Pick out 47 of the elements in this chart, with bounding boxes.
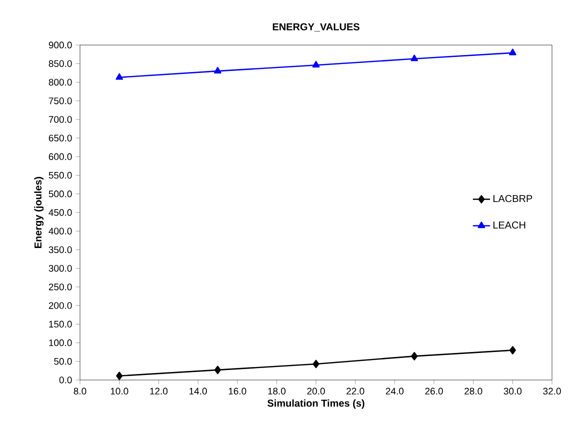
x-tick-label: 28.0 [464,388,482,395]
x-tick-label: 26.0 [425,388,443,395]
y-tick-label: 400.0 [48,228,72,234]
y-axis-title: Energy (joules) [34,176,44,248]
x-tick-label: 12.0 [150,388,168,395]
y-tick-label: 700.0 [48,116,72,123]
y-tick-label: 350.0 [48,246,72,254]
point [312,60,320,68]
y-tick-label: 250.0 [48,284,72,290]
x-tick-label: 30.0 [504,388,522,395]
point [410,54,418,62]
y-tick-label: 300.0 [48,264,72,272]
x-tick-label: 16.0 [228,388,246,395]
y-tick-label: 150.0 [49,320,72,328]
y-tick-label: 750.0 [48,97,72,104]
point [312,360,320,368]
y-tick-label: 600.0 [48,153,72,160]
y-tick-label: 50.0 [54,358,72,365]
point [509,346,516,354]
legend-label: LACBRP [493,195,532,202]
x-tick-label: 32.0 [543,388,561,395]
point [116,73,124,80]
y-tick-label: 850.0 [48,60,72,67]
y-tick-label: 200.0 [48,302,72,309]
y-tick-label: 500.0 [48,190,72,198]
x-tick-label: 18.0 [268,388,286,395]
y-tick-label: 450.0 [48,209,72,216]
y-tick-label: 100.0 [49,339,72,346]
point [508,48,516,56]
chart-title: ENERGY_VALUES [272,23,360,32]
y-tick-label: 650.0 [48,134,72,142]
y-tick-label: 800.0 [48,78,72,86]
x-tick-label: 10.0 [110,388,128,395]
point [116,372,123,380]
x-tick-label: 24.0 [386,388,404,395]
point [214,66,222,74]
point [411,352,418,360]
x-tick-label: 14.0 [189,388,207,395]
point [214,366,221,374]
y-tick-label: 900.0 [48,42,72,48]
y-tick-label: 0.0 [59,376,72,384]
x-tick-label: 22.0 [346,388,364,395]
x-axis-title: Simulation Times (s) [267,399,364,409]
x-tick-label: 8.0 [74,388,86,395]
x-tick-label: 20.0 [307,388,325,395]
legend-label: LEACH [493,222,526,229]
y-tick-label: 550.0 [48,172,72,179]
